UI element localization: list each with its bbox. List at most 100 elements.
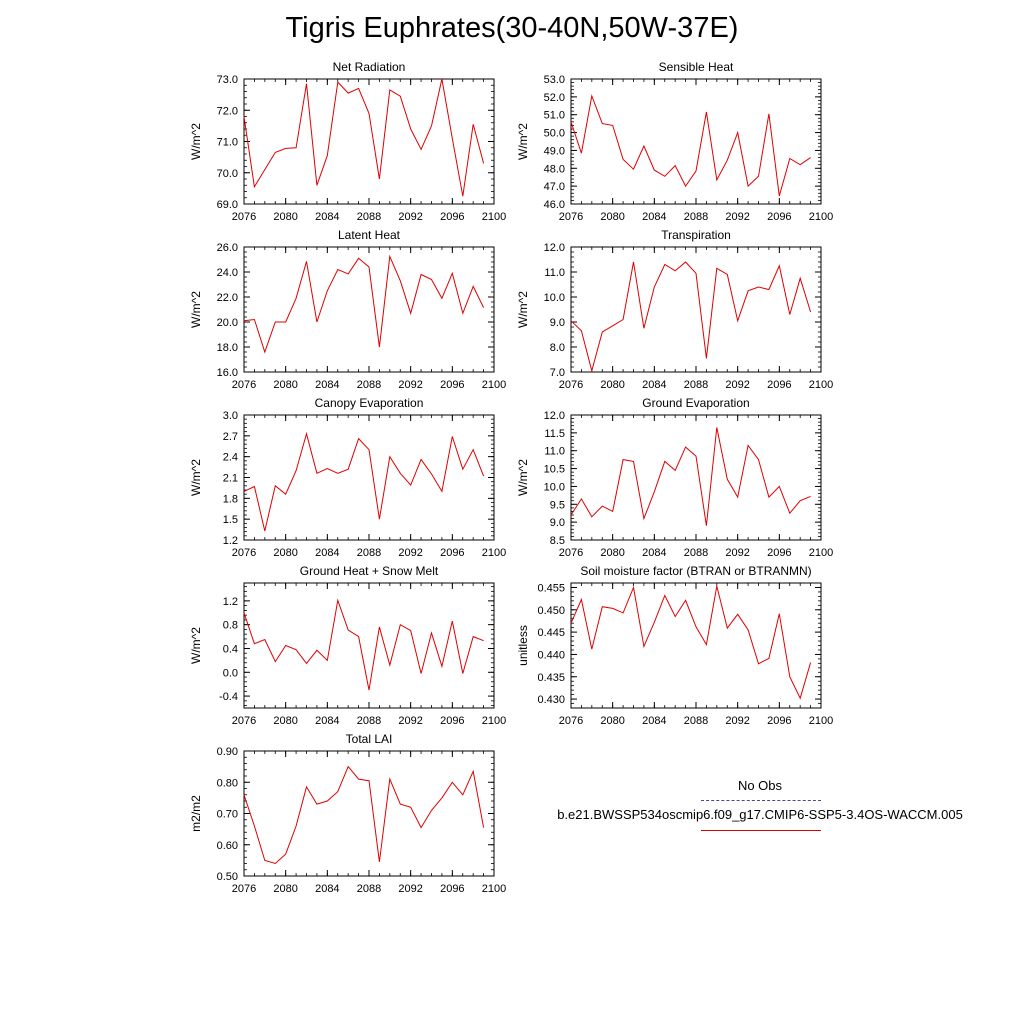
x-tick-label: 2092 bbox=[398, 547, 422, 559]
series-line bbox=[243, 254, 485, 354]
series-line bbox=[243, 765, 485, 865]
panel-8: 2076 2080 2084 2088 2092 2096 2100 0.430 0.435 0.… bbox=[516, 564, 833, 727]
y-tick-label: 11.0 bbox=[544, 446, 565, 458]
x-tick-label: 2084 bbox=[642, 715, 666, 727]
x-tick-label: 2100 bbox=[482, 379, 506, 391]
y-tick-label: 69.0 bbox=[217, 199, 238, 211]
panel-title: Transpiration bbox=[661, 228, 731, 242]
plot-frame bbox=[243, 78, 495, 205]
x-tick-label: 2100 bbox=[482, 715, 506, 727]
y-tick-label: 10.0 bbox=[544, 481, 565, 493]
x-tick-label: 2084 bbox=[315, 715, 339, 727]
x-tick-label: 2096 bbox=[440, 715, 464, 727]
x-tick-label: 2088 bbox=[357, 379, 381, 391]
y-tick-label: 0.8 bbox=[223, 620, 238, 632]
y-tick-label: 16.0 bbox=[217, 367, 238, 379]
series-line bbox=[570, 427, 811, 526]
y-tick-label: 12.0 bbox=[544, 242, 565, 254]
y-tick-label: 11.5 bbox=[544, 428, 565, 440]
y-axis-label: W/m^2 bbox=[189, 459, 203, 496]
x-tick-label: 2080 bbox=[273, 211, 297, 223]
y-axis-label: m2/m2 bbox=[189, 795, 203, 832]
panel-title: Ground Heat + Snow Melt bbox=[300, 564, 439, 578]
panel-3: 2076 2080 2084 2088 2092 2096 2100 16.0 18.0 20.0… bbox=[189, 228, 506, 391]
y-tick-label: 46.0 bbox=[544, 199, 565, 211]
y-tick-label: 52.0 bbox=[544, 92, 565, 104]
panel-title: Canopy Evaporation bbox=[315, 396, 424, 410]
y-tick-label: 26.0 bbox=[217, 242, 238, 254]
series-line bbox=[243, 598, 484, 691]
plot-frame bbox=[570, 246, 822, 373]
y-tick-label: 71.0 bbox=[217, 137, 238, 149]
x-tick-label: 2096 bbox=[440, 211, 464, 223]
x-tick-label: 2096 bbox=[440, 379, 464, 391]
x-tick-label: 2092 bbox=[398, 715, 422, 727]
panel-6: 2076 2080 2084 2088 2092 2096 2100 8.5 9.0 9.5 10.… bbox=[516, 396, 833, 559]
y-tick-label: 7.0 bbox=[550, 367, 565, 379]
x-tick-label: 2084 bbox=[642, 379, 666, 391]
y-tick-label: 11.0 bbox=[544, 267, 565, 279]
y-tick-label: 0.90 bbox=[217, 746, 238, 758]
x-tick-label: 2076 bbox=[232, 211, 256, 223]
y-tick-label: 0.455 bbox=[537, 582, 565, 594]
y-tick-label: 9.0 bbox=[550, 517, 565, 529]
panel-title: Total LAI bbox=[346, 732, 393, 746]
y-tick-label: 0.450 bbox=[537, 605, 565, 617]
panel-title: Net Radiation bbox=[333, 60, 406, 74]
panel-9: 2076 2080 2084 2088 2092 2096 2100 0.50 0.60 0.70… bbox=[189, 732, 506, 895]
y-tick-label: 9.0 bbox=[550, 317, 565, 329]
x-tick-label: 2092 bbox=[398, 211, 422, 223]
y-tick-label: 0.4 bbox=[223, 643, 238, 655]
y-tick-label: 20.0 bbox=[217, 317, 238, 329]
x-tick-label: 2076 bbox=[232, 883, 256, 895]
y-tick-label: 47.0 bbox=[544, 181, 565, 193]
y-tick-label: 0.435 bbox=[537, 672, 565, 684]
x-tick-label: 2088 bbox=[357, 211, 381, 223]
x-tick-label: 2092 bbox=[725, 379, 749, 391]
y-tick-label: 70.0 bbox=[217, 168, 238, 180]
x-tick-label: 2096 bbox=[440, 547, 464, 559]
x-tick-label: 2100 bbox=[809, 379, 833, 391]
x-tick-label: 2084 bbox=[315, 547, 339, 559]
x-tick-label: 2092 bbox=[725, 715, 749, 727]
panel-7: 2076 2080 2084 2088 2092 2096 2100 -0.4 0.0 0.4 0.… bbox=[189, 564, 506, 727]
x-tick-label: 2088 bbox=[357, 547, 381, 559]
x-tick-label: 2088 bbox=[684, 379, 708, 391]
x-tick-label: 2088 bbox=[357, 715, 381, 727]
y-axis-label: W/m^2 bbox=[189, 123, 203, 160]
x-tick-label: 2088 bbox=[684, 715, 708, 727]
x-tick-label: 2080 bbox=[273, 379, 297, 391]
x-tick-label: 2080 bbox=[600, 547, 624, 559]
x-tick-label: 2084 bbox=[642, 547, 666, 559]
y-tick-label: 22.0 bbox=[217, 292, 238, 304]
plot-frame bbox=[570, 414, 822, 541]
y-tick-label: 9.5 bbox=[550, 499, 565, 511]
x-tick-label: 2076 bbox=[232, 715, 256, 727]
y-axis-label: W/m^2 bbox=[189, 627, 203, 664]
plot-frame bbox=[570, 78, 822, 205]
y-tick-label: 8.5 bbox=[550, 535, 565, 547]
legend-obs-label: No Obs bbox=[737, 778, 783, 793]
y-axis-label: unitless bbox=[516, 625, 530, 666]
x-tick-label: 2092 bbox=[398, 883, 422, 895]
plot-frame bbox=[243, 246, 495, 373]
x-tick-label: 2100 bbox=[809, 547, 833, 559]
x-tick-label: 2088 bbox=[684, 547, 708, 559]
y-axis-label: W/m^2 bbox=[516, 123, 530, 160]
series-line bbox=[243, 78, 485, 197]
x-tick-label: 2092 bbox=[398, 379, 422, 391]
x-tick-label: 2084 bbox=[642, 211, 666, 223]
x-tick-label: 2080 bbox=[273, 715, 297, 727]
y-tick-label: 18.0 bbox=[217, 342, 238, 354]
x-tick-label: 2084 bbox=[315, 379, 339, 391]
panel-2: 2076 2080 2084 2088 2092 2096 2100 46.0 47.0 48.0… bbox=[516, 60, 833, 223]
x-tick-label: 2080 bbox=[273, 883, 297, 895]
x-tick-label: 2100 bbox=[809, 715, 833, 727]
y-tick-label: 2.1 bbox=[223, 473, 238, 485]
y-tick-label: 73.0 bbox=[217, 74, 238, 86]
y-tick-label: 1.5 bbox=[223, 514, 238, 526]
y-tick-label: 1.2 bbox=[223, 535, 238, 547]
y-tick-label: 0.440 bbox=[537, 649, 565, 661]
series-line bbox=[570, 261, 812, 373]
